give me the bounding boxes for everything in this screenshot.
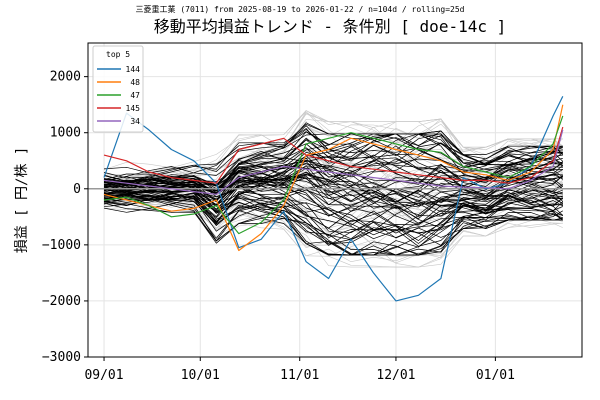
legend-label: 47: [130, 91, 140, 100]
series-line-144: [103, 96, 564, 302]
legend-label: 144: [126, 65, 141, 74]
y-axis: 2000 1000 0 −1000 −2000 −3000: [42, 70, 88, 365]
x-axis: 09/01 10/01 11/01 12/01 01/01: [84, 357, 515, 383]
x-tick-label: 09/01: [84, 368, 123, 383]
x-tick-label: 12/01: [376, 368, 415, 383]
legend-label: 145: [126, 104, 141, 113]
other-series-line: [103, 191, 563, 256]
other-series-line: [103, 170, 563, 247]
other-series-line: [103, 156, 563, 195]
series-line-48: [103, 104, 564, 252]
background-series-line: [103, 123, 563, 194]
other-series-line: [103, 172, 563, 224]
x-tick-label: 11/01: [280, 368, 319, 383]
other-series-line: [103, 133, 563, 195]
chart-suptitle: 三菱重工業 (7011) from 2025-08-19 to 2026-01-…: [136, 4, 465, 14]
top-series-lines: [103, 96, 564, 302]
plot-area: [87, 42, 583, 358]
legend-frame: [92, 45, 144, 133]
legend-label: 48: [130, 78, 140, 87]
other-series-line: [103, 176, 563, 240]
y-tick-label: −3000: [42, 350, 81, 365]
background-series-line: [103, 186, 563, 224]
legend-title: top 5: [106, 50, 130, 59]
other-series-line: [103, 161, 564, 214]
y-axis-label: 損益 [ 円/株 ]: [14, 147, 30, 254]
other-series-line: [103, 194, 563, 241]
y-tick-label: −2000: [42, 294, 81, 309]
x-tick-label: 01/01: [476, 368, 515, 383]
legend-label: 34: [130, 117, 140, 126]
y-tick-label: −1000: [42, 238, 81, 253]
x-tick-label: 10/01: [181, 368, 220, 383]
series-line-145: [103, 126, 564, 184]
series-line-47: [103, 115, 564, 235]
legend: top 5 144 48 47 145 34: [92, 45, 144, 133]
series-line-34: [103, 129, 564, 195]
y-tick-label: 0: [73, 182, 81, 197]
other-series-line: [103, 131, 563, 192]
background-series-line: [103, 193, 563, 247]
other-series-lines: [103, 122, 564, 256]
other-series-line: [103, 192, 563, 256]
y-tick-label: 2000: [50, 70, 81, 85]
other-series-line: [103, 165, 563, 224]
other-series-line: [103, 188, 563, 229]
other-series-line: [103, 125, 563, 185]
other-series-line: [103, 133, 563, 190]
other-series-line: [103, 130, 563, 182]
other-series-line: [103, 165, 563, 207]
plot-frame: [87, 42, 583, 358]
chart-title: 移動平均損益トレンド - 条件別 [ doe-14c ]: [154, 17, 507, 36]
y-tick-label: 1000: [50, 126, 81, 141]
other-series-line: [103, 207, 563, 246]
